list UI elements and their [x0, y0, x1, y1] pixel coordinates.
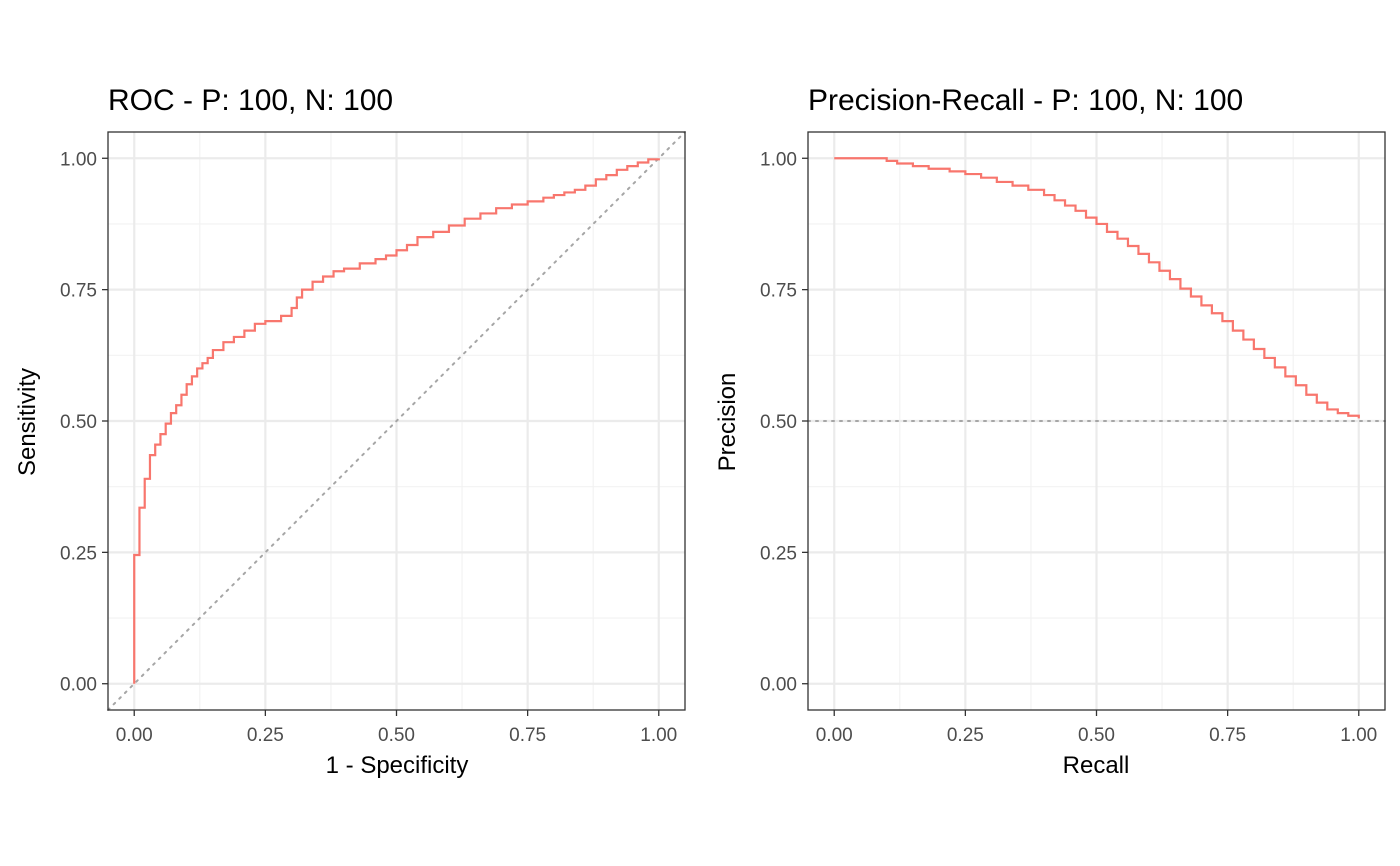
roc-x-tick-label: 0.00 [116, 725, 153, 746]
pr-x-tick-label: 1.00 [1340, 725, 1377, 746]
pr-panel: Precision-Recall - P: 100, N: 100 0.00 0.… [714, 84, 1386, 779]
pr-x-tick-label: 0.50 [1078, 725, 1115, 746]
pr-y-tick-label: 0.00 [760, 675, 797, 696]
pr-y-tick-label: 1.00 [760, 149, 797, 170]
pr-title: Precision-Recall - P: 100, N: 100 [808, 84, 1243, 117]
pr-y-axis-title: Precision [714, 373, 741, 472]
pr-y-tick-label: 0.25 [760, 543, 797, 564]
roc-y-tick-label: 0.75 [60, 281, 97, 302]
roc-y-tick-label: 0.25 [60, 543, 97, 564]
pr-y-tick-label: 0.50 [760, 412, 797, 433]
roc-title: ROC - P: 100, N: 100 [108, 84, 393, 117]
roc-reference-line [107, 131, 686, 711]
roc-curve [133, 158, 660, 684]
pr-y-tick-label: 0.75 [760, 281, 797, 302]
roc-x-tick-label: 0.50 [378, 725, 415, 746]
roc-x-axis-title: 1 - Specificity [326, 752, 469, 779]
roc-y-tick-label: 1.00 [60, 149, 97, 170]
pr-plot-area: 0.00 0.25 0.50 0.75 1.00 0.00 0.25 0.50 0.75 1.00 [760, 131, 1386, 746]
roc-x-tick-label: 1.00 [640, 725, 677, 746]
pr-x-tick-label: 0.00 [816, 725, 853, 746]
roc-panel: ROC - P: 100, N: 100 0.00 0.25 0.50 0.75 1.0… [14, 84, 686, 779]
roc-x-tick-label: 0.25 [247, 725, 284, 746]
roc-y-tick-label: 0.00 [60, 675, 97, 696]
pr-x-axis-title: Recall [1063, 752, 1130, 779]
pr-curve [834, 157, 1360, 419]
roc-plot-area: 0.00 0.25 0.50 0.75 1.00 0.00 0.25 0.50 0.75 1.00 [60, 131, 686, 746]
roc-x-tick-label: 0.75 [509, 725, 546, 746]
roc-y-axis-title: Sensitivity [14, 368, 41, 476]
pr-x-tick-label: 0.25 [947, 725, 984, 746]
pr-x-tick-label: 0.75 [1209, 725, 1246, 746]
roc-y-tick-label: 0.50 [60, 412, 97, 433]
